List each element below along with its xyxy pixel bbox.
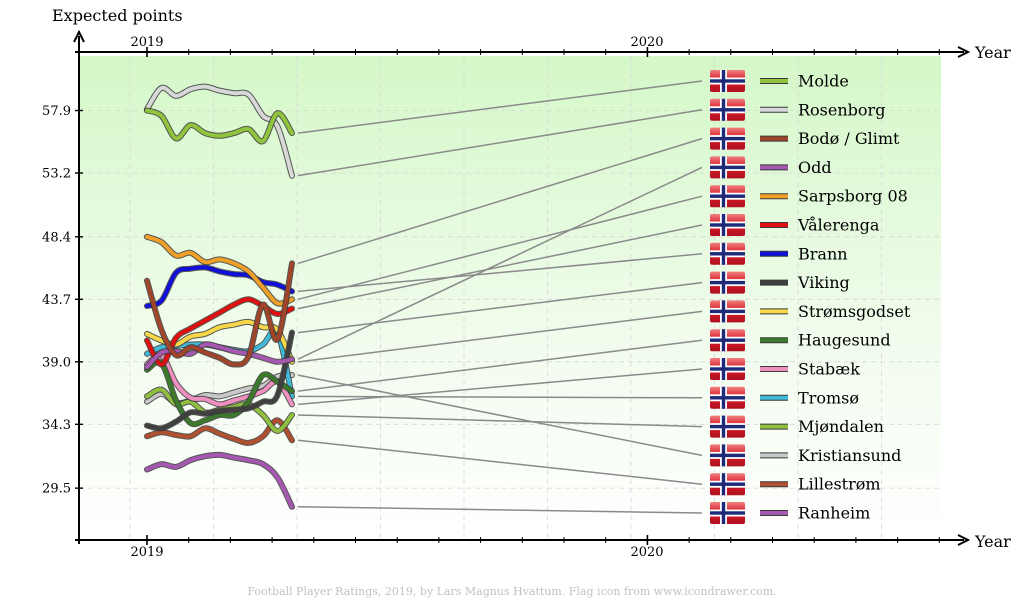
legend-label-13: Kristiansund [798,446,901,465]
connector-3 [297,166,703,360]
x-axis-label-bottom: Year [974,532,1011,551]
legend-label-12: Mjøndalen [798,417,884,436]
y-tick-label-1: 34.3 [42,418,71,433]
series-0-line [145,108,294,144]
y-tick-label-0: 29.5 [42,482,71,497]
legend-label-5: Vålerenga [797,216,880,235]
series-lines [144,83,295,510]
connector-2 [297,137,703,265]
connector-7 [297,281,703,334]
connector-6 [297,253,703,293]
axes: 29.5 34.3 39.0 43.7 48.4 53.2 57.9 [42,29,971,546]
x-tick-label-2019-bottom: 2019 [130,545,163,560]
norway-flag-icon [710,214,745,236]
series-2-line [145,261,294,367]
x-tick-label-2019-top: 2019 [130,35,163,50]
norway-flag-icon [710,329,745,352]
x-tick-label-2020-top: 2020 [630,35,663,50]
connector-12 [297,414,703,428]
legend-label-15: Ranheim [798,504,870,523]
y-axis-label: Expected points [52,6,183,25]
legend-label-10: Stabæk [798,360,860,379]
norway-flag-icon [710,444,745,467]
legend: Molde Rosenborg Bodø / Glimt Odd Sarpsborg 0… [760,72,911,523]
connector-14 [297,439,703,485]
connector-9 [297,339,703,392]
norway-flag-icon [710,70,745,92]
norway-flag-icon [710,300,745,323]
x-axis-label-top: Year [974,43,1011,62]
connectors [297,80,703,514]
x-axis-arrow-top [957,46,971,58]
norway-flag-icon [710,386,745,409]
series-15-line [145,452,294,509]
norway-flag-icon [710,127,745,150]
connector-0 [297,80,703,134]
norway-flag-icon [710,415,745,438]
legend-label-2: Bodø / Glimt [798,129,900,148]
norway-flag-icon [710,473,745,496]
norway-flag-icon [710,98,745,121]
legend-label-11: Tromsø [798,388,859,407]
norway-flag-icon [710,271,745,294]
connector-4 [297,195,703,301]
legend-label-4: Sarpsborg 08 [798,187,908,206]
connector-8 [297,310,703,363]
legend-label-8: Strømsgodset [798,302,911,321]
x-axis-arrow-bottom [957,534,971,546]
legend-label-6: Brann [798,244,848,263]
legend-label-7: Viking [797,273,850,292]
connector-15 [297,506,703,514]
caption: Football Player Ratings, 2019, by Lars M… [247,585,776,598]
series-14-line [145,418,294,445]
norway-flag-icon [710,242,745,265]
legend-label-1: Rosenborg [798,100,885,119]
y-tick-label-4: 48.4 [42,230,71,245]
connector-13 [297,374,703,457]
connector-1 [297,109,703,177]
legend-label-0: Molde [798,72,849,91]
legend-label-3: Odd [798,158,832,177]
connector-11 [297,395,703,399]
norway-flag-icon [710,156,745,179]
series-6-line [145,265,294,308]
legend-label-9: Haugesund [798,331,891,350]
x-tick-label-2020-bottom: 2020 [630,545,663,560]
connector-5 [297,224,703,310]
series-4-line [145,234,294,306]
series-1-line [145,84,294,178]
series-7-line [145,330,294,431]
norway-flag-icon [710,185,745,208]
series-10-line [145,352,294,407]
norway-flag-icon [710,358,745,380]
flags [710,70,745,524]
series-9-line [145,359,294,427]
y-tick-label-5: 53.2 [42,167,71,182]
y-tick-label-2: 39.0 [42,355,71,370]
legend-label-14: Lillestrøm [798,475,881,494]
connector-10 [297,368,703,406]
y-tick-label-3: 43.7 [42,293,71,308]
y-tick-label-6: 57.9 [42,104,71,119]
norway-flag-icon [710,502,745,524]
y-axis-arrow [73,29,85,43]
